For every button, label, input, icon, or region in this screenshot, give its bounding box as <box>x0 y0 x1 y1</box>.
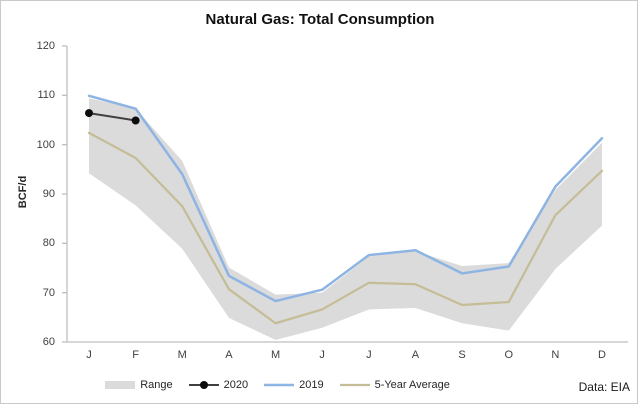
x-tick-label: D <box>598 349 606 361</box>
legend-swatch-icon <box>188 381 219 389</box>
x-tick-label: A <box>225 349 233 361</box>
legend-label: 2019 <box>299 379 324 391</box>
x-tick-label: N <box>551 349 560 361</box>
series-line-2019 <box>87 94 604 303</box>
x-tick-label: F <box>132 349 139 361</box>
series-line-5-year-average <box>87 131 604 325</box>
range-band <box>89 98 602 341</box>
y-tick-label: 80 <box>42 237 55 250</box>
legend-item-2019: 2019 <box>264 379 324 391</box>
y-tick-label: 110 <box>37 89 55 102</box>
legend: Range 2020 2019 5-Year Average <box>0 376 555 394</box>
series-marker <box>131 116 140 125</box>
x-tick-label: J <box>319 349 325 361</box>
x-tick-label: O <box>504 349 513 361</box>
x-tick-label: J <box>366 349 372 361</box>
chart-title: Natural Gas: Total Consumption <box>205 11 435 28</box>
x-tick-label: J <box>86 349 92 361</box>
legend-label: Range <box>140 379 173 391</box>
data-source-note: Data: EIA <box>578 380 630 394</box>
legend-item-5-year-average: 5-Year Average <box>339 379 450 391</box>
x-tick-label: S <box>458 349 466 361</box>
y-tick-label: 90 <box>42 188 55 200</box>
series-marker <box>85 109 93 118</box>
legend-swatch-icon <box>105 381 136 389</box>
x-tick-label: M <box>270 349 281 361</box>
x-tick-label: A <box>411 349 420 361</box>
y-tick-label: 120 <box>36 40 55 52</box>
y-tick-label: 60 <box>42 336 55 348</box>
legend-label: 5-Year Average <box>374 379 450 391</box>
y-tick-label: 70 <box>42 286 55 299</box>
series-line-2020 <box>88 112 137 122</box>
y-tick-label: 100 <box>36 138 55 151</box>
legend-label: 2020 <box>223 379 249 391</box>
legend-item-range: Range <box>105 379 173 391</box>
x-tick-label: M <box>177 349 187 361</box>
legend-item-2020: 2020 <box>188 379 249 391</box>
legend-swatch-icon <box>264 383 295 387</box>
y-axis-title: BCF/d <box>17 175 29 209</box>
legend-swatch-icon <box>339 383 370 387</box>
